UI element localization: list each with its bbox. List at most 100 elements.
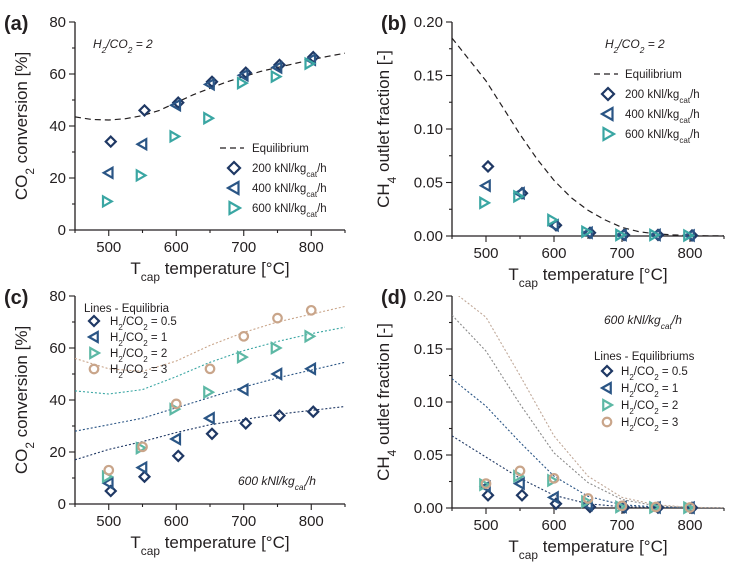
data-point [650,501,662,513]
y-tick-label: 0.10 [414,394,443,411]
annotation-sub: cat [295,482,307,492]
legend-label-part: H [621,417,629,429]
y-tick-label: 60 [49,340,66,357]
legend-label-sub: cat [306,210,317,219]
x-tick-label: 800 [299,239,324,256]
annotation: H2/CO2 = 2 [605,37,665,55]
data-point [135,168,148,183]
legend-label: H2/CO2 = 1 [110,332,167,348]
x-axis-title-part: temperature [°C] [538,265,668,284]
data-point [512,186,525,201]
data-point [103,464,115,476]
legend-label-part: = 2 [659,400,679,412]
legend-title: Lines - Equilibriums [594,351,695,363]
chart-panel-b: (b) 500 600 700 800 0.00 0.05 0.10 0.15 0.20 Tcap … [374,13,725,290]
legend-label-part: /h [317,183,327,195]
legend-label-part: 200 kNl/kg [625,89,679,101]
equilibrium-line [75,361,345,432]
x-tick-label: 700 [609,245,634,262]
legend-label: H2/CO2 = 1 [621,383,678,399]
legend-label: H2/CO2 = 2 [621,400,678,416]
legend-label-part: /h [690,89,700,101]
data-point [202,411,215,426]
data-point [480,478,492,489]
data-point [478,178,491,193]
x-axis-title-sub: cap [141,270,161,284]
equilibrium-lines [452,37,724,236]
data-point [137,470,152,484]
legend-label: H2/CO2 = 3 [621,417,678,433]
x-tick-label: 500 [96,239,121,256]
annotation-part: /CO [617,37,639,51]
data-point [205,427,219,441]
x-tick-label: 700 [231,513,256,530]
data-point [239,416,253,430]
data-point [304,329,317,344]
legend-marker [88,363,100,375]
series-2 [478,178,695,243]
panel-label: (d) [381,287,407,309]
legend-label-part: /CO [634,366,655,378]
x-axis-title-part: temperature [°C] [538,537,668,556]
data-point [236,76,249,90]
data-point [236,68,249,83]
legend-label-sub: 2 [654,373,659,382]
data-point [582,493,594,504]
data-point [512,476,525,491]
annotation-sub: cat [661,321,673,331]
x-tick-label: 800 [677,245,702,262]
legend-label-part: 600 kNl/kg [625,129,679,141]
legend-label-part: H [621,383,629,395]
legend-label-part: H [110,364,118,376]
series-3 [479,189,696,243]
annotation-part: H [605,37,614,51]
y-tick-label: 0.15 [414,341,443,358]
annotation-sub: 2 [613,45,619,55]
legend-label-sub: 2 [654,390,659,399]
y-tick-label: 0 [58,222,66,239]
x-tick-label: 500 [473,245,498,262]
y-tick-label: 20 [49,170,66,187]
data-point [481,159,495,174]
legend-label-part: 200 kNl/kg [252,163,306,175]
y-axis-title-part: outlet fraction [-] [374,50,393,177]
legend-label-part: /CO [123,316,144,328]
data-point [581,224,594,239]
legend-label-part: = 0.5 [148,316,177,328]
data-point [547,213,560,227]
annotation-part: H [93,37,102,51]
data-point [171,449,185,463]
x-tick-label: 800 [299,513,324,530]
x-axis-title-part: temperature [°C] [160,533,290,552]
legend-label-sub: 2 [629,373,634,382]
legend-label-part: 400 kNl/kg [252,183,306,195]
y-tick-label: 20 [49,444,66,461]
annotation-part: 600 kNl/kg [238,474,295,488]
legend-label: Equilibrium [252,143,309,155]
annotation-part: /CO [105,37,127,51]
data-point [171,96,185,110]
data-point [169,98,182,113]
legend-label-sub: 2 [118,355,123,364]
series-1 [104,50,320,149]
data-point [101,194,114,209]
x-axis-title-part: T [508,265,518,284]
y-tick-label: 0.05 [414,175,443,192]
equilibrium-line [452,37,724,236]
annotation-sub: 2 [101,45,107,55]
annotation-sub: 2 [127,45,133,55]
legend-label: 400 kNl/kgcat/h [252,183,327,199]
x-axis-title-sub: cap [141,544,161,558]
y-axis-title-part: CH [374,456,393,481]
x-axis-title: Tcap temperature [°C] [130,533,289,558]
legend-label-sub: cat [306,190,317,199]
data-point [304,361,317,376]
annotation-part: = 2 [132,37,153,51]
legend-label-sub: 2 [654,424,659,433]
y-tick-label: 80 [49,288,66,305]
y-tick-label: 0.20 [414,14,443,31]
annotation-part: 600 kNl/kg [604,313,661,327]
legend-marker [599,381,612,395]
